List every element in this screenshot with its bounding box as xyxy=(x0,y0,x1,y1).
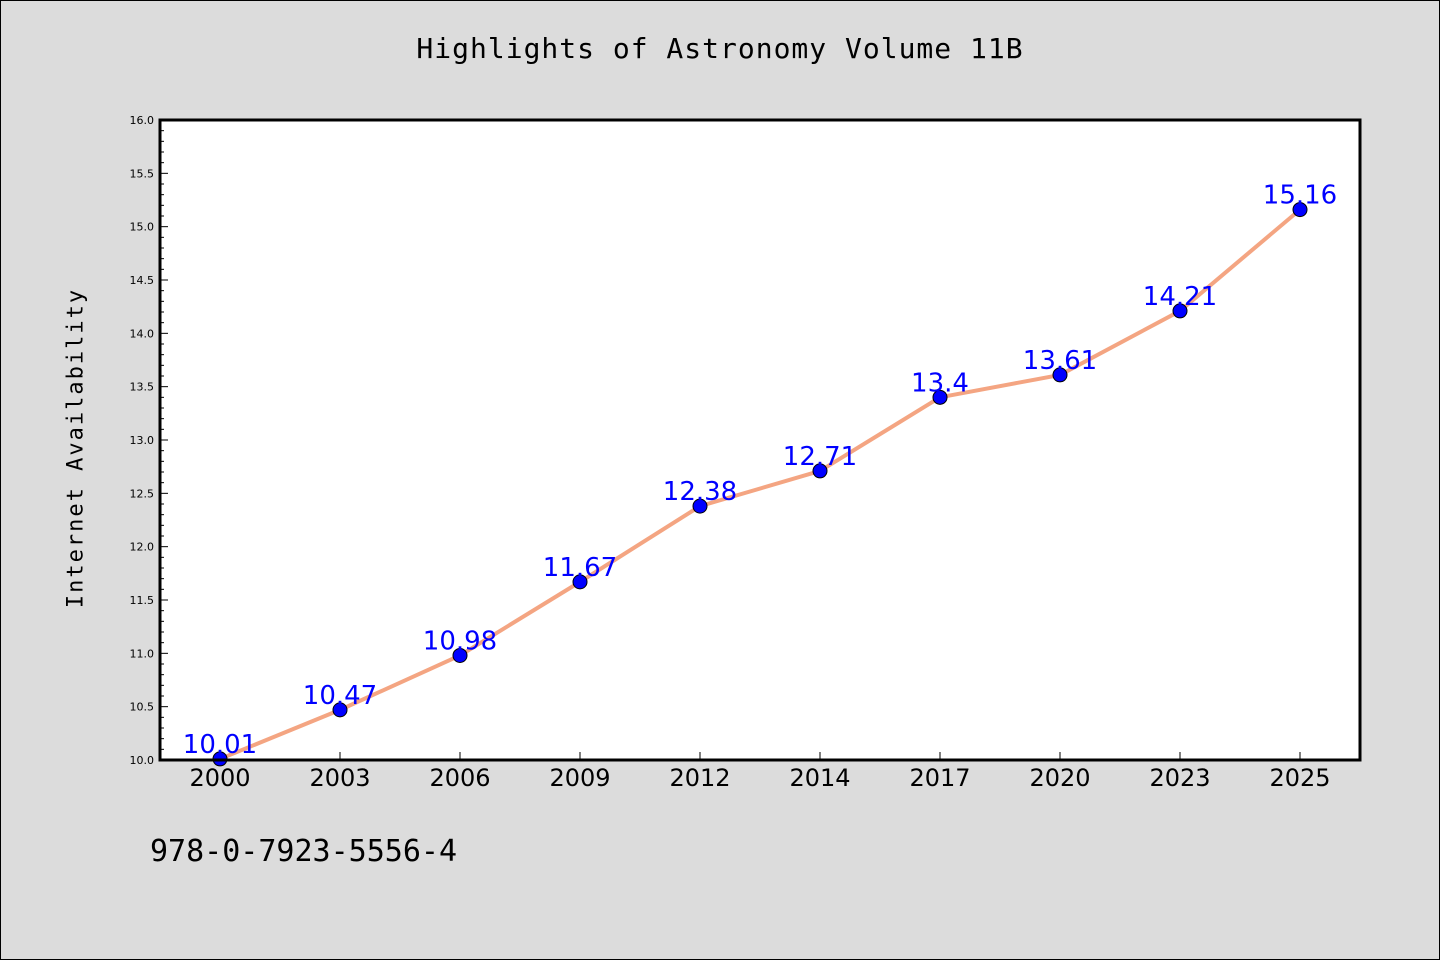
x-tick-label: 2017 xyxy=(909,764,970,792)
data-label: 10.01 xyxy=(183,730,257,760)
y-tick-label: 16.0 xyxy=(130,114,155,127)
y-tick-label: 15.0 xyxy=(130,221,155,234)
y-tick-label: 14.0 xyxy=(130,327,155,340)
plot-area xyxy=(160,120,1360,760)
y-tick-label: 10.0 xyxy=(130,754,155,767)
plot-border xyxy=(158,118,1362,762)
x-tick-label: 2014 xyxy=(789,764,850,792)
x-tick-label: 2012 xyxy=(669,764,730,792)
data-label: 10.98 xyxy=(423,626,497,656)
y-tick-label: 10.5 xyxy=(130,701,155,714)
y-tick-label: 11.0 xyxy=(130,647,155,660)
x-tick-label: 2003 xyxy=(309,764,370,792)
x-axis: 2000 2003 2006 2009 2012 2014 2017 2020 2023 2025 xyxy=(189,752,1331,792)
data-label: 12.71 xyxy=(783,442,857,472)
y-tick-label: 15.5 xyxy=(130,167,155,180)
x-tick-label: 2000 xyxy=(189,764,250,792)
data-point xyxy=(932,389,948,405)
y-tick-label: 13.5 xyxy=(130,381,155,394)
data-point xyxy=(1292,202,1308,218)
x-tick-label: 2006 xyxy=(429,764,490,792)
data-label: 15.16 xyxy=(1263,181,1337,211)
series-line xyxy=(218,207,1302,761)
y-tick-label: 14.5 xyxy=(130,274,155,287)
data-label: 11.67 xyxy=(543,553,617,583)
y-tick-label: 12.0 xyxy=(130,541,155,554)
data-label: 12.38 xyxy=(663,477,737,507)
chart-title: Highlights of Astronomy Volume 11B xyxy=(416,32,1024,65)
x-tick-label: 2023 xyxy=(1149,764,1210,792)
series-markers xyxy=(212,202,1308,767)
data-point xyxy=(812,463,828,479)
y-axis: 10.0 10.5 11.0 11.5 12.0 12.5 13.0 13.5 14.0 14.5… xyxy=(130,114,168,767)
y-tick-label: 12.5 xyxy=(130,487,155,500)
data-label: 14.21 xyxy=(1143,282,1217,312)
x-tick-label: 2020 xyxy=(1029,764,1090,792)
data-point xyxy=(1172,303,1188,319)
data-point xyxy=(572,574,588,590)
data-labels: 10.01 10.47 10.98 11.67 12.38 12.71 13.4 13.61 1… xyxy=(183,181,1337,760)
data-point xyxy=(452,647,468,663)
data-label: 10.47 xyxy=(303,681,377,711)
data-label: 13.4 xyxy=(911,368,969,398)
isbn-footnote: 978-0-7923-5556-4 xyxy=(150,834,458,869)
data-point xyxy=(1052,367,1068,383)
data-point xyxy=(332,702,348,718)
x-tick-label: 2025 xyxy=(1269,764,1330,792)
data-label: 13.61 xyxy=(1023,346,1097,376)
data-point xyxy=(692,498,708,514)
y-tick-label: 13.0 xyxy=(130,434,155,447)
x-tick-label: 2009 xyxy=(549,764,610,792)
y-tick-label: 11.5 xyxy=(130,594,155,607)
